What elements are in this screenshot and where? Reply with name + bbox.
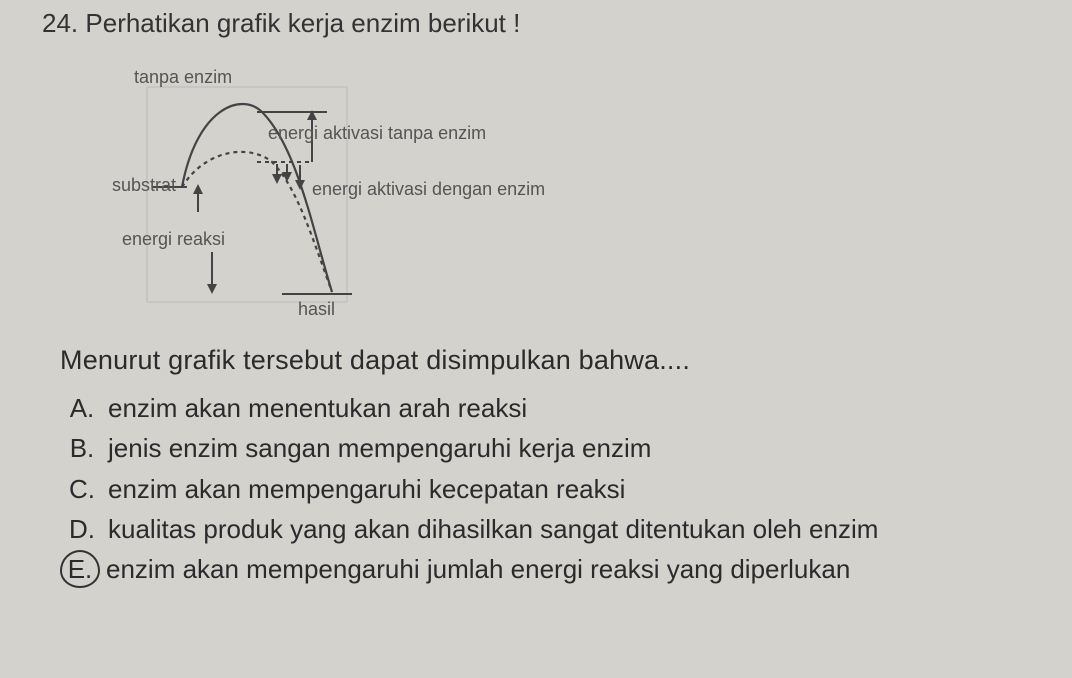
option-text: kualitas produk yang akan dihasilkan san…: [108, 509, 878, 549]
option-text: enzim akan menentukan arah reaksi: [108, 388, 527, 428]
option-letter: E.: [60, 550, 100, 588]
conclusion-lead: Menurut grafik tersebut dapat disimpulka…: [60, 345, 1032, 376]
enzyme-activation-energy-diagram: tanpa enzim energi aktivasi tanpa enzim en…: [112, 67, 632, 317]
option-letter: D.: [64, 511, 100, 547]
enzyme-diagram-container: tanpa enzim energi aktivasi tanpa enzim en…: [112, 67, 1032, 317]
option-text: enzim akan mempengaruhi jumlah energi re…: [106, 549, 850, 589]
diagram-label-energi-reaksi: energi reaksi: [122, 229, 225, 250]
diagram-label-ea-tanpa: energi aktivasi tanpa enzim: [268, 123, 486, 144]
answer-option-b[interactable]: B.jenis enzim sangan mempengaruhi kerja …: [64, 428, 1032, 468]
diagram-label-hasil: hasil: [298, 299, 335, 320]
exam-question: 24. Perhatikan grafik kerja enzim beriku…: [0, 0, 1072, 589]
option-letter: B.: [64, 430, 100, 466]
answer-option-a[interactable]: A.enzim akan menentukan arah reaksi: [64, 388, 1032, 428]
answer-option-d[interactable]: D.kualitas produk yang akan dihasilkan s…: [64, 509, 1032, 549]
option-letter: C.: [64, 471, 100, 507]
answer-options-list: A.enzim akan menentukan arah reaksiB.jen…: [64, 388, 1032, 589]
diagram-label-tanpa-enzim: tanpa enzim: [134, 67, 232, 88]
answer-option-e[interactable]: E.enzim akan mempengaruhi jumlah energi …: [64, 549, 1032, 589]
question-text: Perhatikan grafik kerja enzim berikut !: [85, 8, 520, 38]
option-text: jenis enzim sangan mempengaruhi kerja en…: [108, 428, 651, 468]
answer-option-c[interactable]: C.enzim akan mempengaruhi kecepatan reak…: [64, 469, 1032, 509]
option-text: enzim akan mempengaruhi kecepatan reaksi: [108, 469, 625, 509]
diagram-label-substrat: substrat: [112, 175, 176, 196]
diagram-label-ea-dengan: energi aktivasi dengan enzim: [312, 179, 545, 200]
option-letter: A.: [64, 390, 100, 426]
question-number: 24.: [42, 8, 78, 38]
question-stem: 24. Perhatikan grafik kerja enzim beriku…: [42, 8, 1032, 39]
